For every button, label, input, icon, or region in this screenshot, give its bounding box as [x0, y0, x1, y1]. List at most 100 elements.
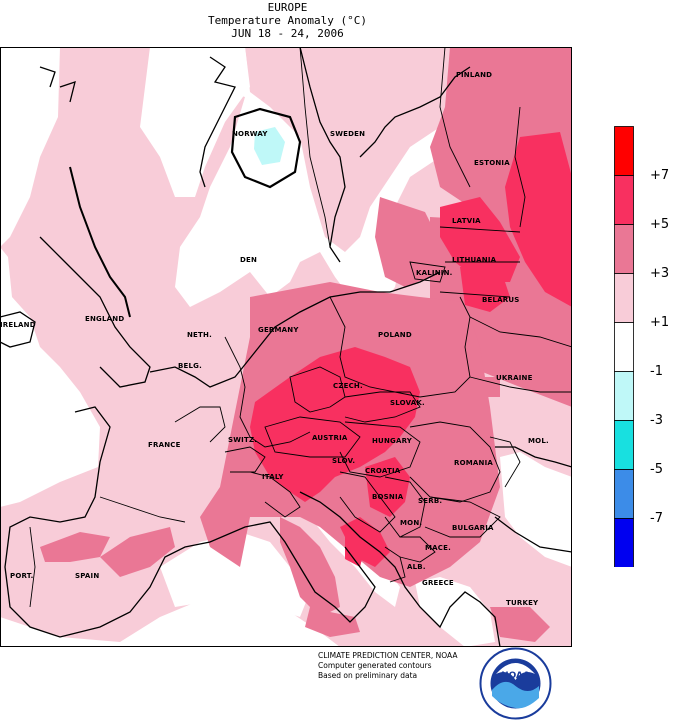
label-norway: NORWAY	[232, 130, 268, 138]
credits-line-2: Computer generated contours	[318, 661, 432, 670]
legend-tick-label: +5	[650, 217, 670, 232]
border-belgium	[174, 406, 226, 443]
label-netherlands: NETH.	[187, 331, 212, 339]
legend-bin-2	[614, 224, 634, 274]
label-romania: ROMANIA	[454, 459, 493, 467]
label-ukraine: UKRAINE	[496, 374, 533, 382]
border-macedonia	[399, 536, 436, 563]
label-turkey: TURKEY	[506, 599, 539, 607]
tyrrhenian-sea	[160, 532, 310, 617]
coastline-north-continent	[149, 271, 441, 388]
atlantic-sea	[0, 47, 60, 247]
label-hungary: HUNGARY	[372, 437, 413, 445]
border-switzerland	[224, 446, 266, 473]
aegean-sea	[415, 577, 495, 647]
legend-tick-label: +1	[650, 315, 670, 330]
label-slovenia: SLOV.	[332, 457, 355, 465]
coastlines	[0, 47, 572, 647]
legend-tick-label: +7	[650, 168, 670, 183]
credits-block: CLIMATE PREDICTION CENTER, NOAA Computer…	[318, 651, 457, 681]
italy-south-hot-spot	[345, 532, 365, 567]
lithuania-hot-zone	[460, 267, 510, 312]
legend-bin-7	[614, 469, 634, 519]
credits-line-3: Based on preliminary data	[318, 671, 418, 680]
border-sweden-finland	[439, 47, 471, 188]
label-sweden: SWEDEN	[330, 130, 365, 138]
border-norway-sweden	[299, 47, 331, 248]
border-baltics	[439, 226, 521, 298]
label-denmark: DEN	[240, 256, 257, 264]
legend-bin-3	[614, 273, 634, 323]
noaa-logo-bird	[496, 663, 535, 680]
estonia-latvia-hot-zone	[440, 197, 520, 282]
label-montenegro: MON.	[400, 519, 422, 527]
turkey-warm-zone	[490, 607, 550, 642]
coastline-britain	[39, 236, 151, 388]
label-belgium: BELG.	[178, 362, 202, 370]
label-lithuania: LITHUANIA	[452, 256, 497, 264]
label-albania: ALB.	[407, 563, 426, 571]
label-spain: SPAIN	[75, 572, 99, 580]
label-ireland: IRELAND	[0, 321, 36, 329]
norway-cool-spot	[254, 127, 285, 165]
legend-tick-label: -1	[650, 364, 663, 379]
legend-bin-0	[614, 126, 634, 176]
border-bulgaria	[424, 496, 501, 538]
label-kaliningrad: KALININ.	[416, 269, 453, 277]
coastline-bothnia	[359, 66, 471, 158]
border-moldova	[489, 436, 521, 488]
map-frame	[0, 47, 572, 647]
border-czech	[289, 366, 346, 413]
label-austria: AUSTRIA	[312, 434, 348, 442]
spain-north-warm-zone	[40, 532, 110, 562]
border-hungary	[339, 421, 421, 478]
spain-east-warm-zone	[100, 527, 175, 577]
border-germany-west	[224, 336, 311, 448]
legend-bins	[614, 126, 634, 567]
label-italy: ITALY	[262, 473, 284, 481]
border-finland-russia	[514, 106, 526, 228]
bay-of-biscay-sea	[0, 247, 100, 507]
label-bulgaria: BULGARIA	[452, 524, 494, 532]
legend-color-bar	[614, 126, 634, 567]
black-sea	[500, 452, 572, 567]
border-italy-north	[249, 471, 301, 518]
legend-tick-label: +3	[650, 266, 670, 281]
label-macedonia: MACE.	[425, 544, 451, 552]
label-england: ENGLAND	[85, 315, 124, 323]
label-estonia: ESTONIA	[474, 159, 510, 167]
coastline-ireland	[0, 311, 36, 348]
mediterranean-south-sea	[0, 587, 340, 647]
coastline-norway-west	[199, 56, 236, 188]
legend-bin-4	[614, 322, 634, 372]
coastline-black-sea-north	[495, 446, 572, 468]
legend-tick-label: -7	[650, 511, 663, 526]
label-bosnia: BOSNIA	[372, 493, 404, 501]
label-switzerland: SWITZ.	[228, 436, 257, 444]
map-region-title: EUROPE	[267, 1, 308, 14]
map-period-title: JUN 18 - 24, 2006	[231, 27, 344, 40]
country-labels: FINLAND NORWAY SWEDEN ESTONIA LATVIA LIT…	[0, 71, 549, 607]
coastline-balkans	[299, 491, 501, 647]
alpine-czech-hot-zone	[250, 347, 420, 502]
noaa-logo-text: NOAA	[501, 671, 530, 681]
sweden-east-warm-zone	[375, 197, 440, 287]
label-moldova: MOL.	[528, 437, 549, 445]
legend-tick-label: -3	[650, 413, 663, 428]
hungary-south-hot-zone	[365, 457, 410, 517]
border-kaliningrad	[409, 261, 446, 283]
label-croatia: CROATIA	[365, 467, 401, 475]
label-portugal: PORT.	[10, 572, 34, 580]
coastline-north-atlantic	[39, 66, 76, 103]
border-croatia-bosnia	[339, 471, 396, 533]
border-portugal-spain	[29, 526, 36, 608]
noaa-logo-wave	[492, 681, 539, 709]
label-finland: FINLAND	[456, 71, 492, 79]
anomaly-map: FINLAND NORWAY SWEDEN ESTONIA LATVIA LIT…	[0, 47, 572, 647]
label-germany: GERMANY	[258, 326, 299, 334]
legend-tick-label: -5	[650, 462, 663, 477]
legend-bin-1	[614, 175, 634, 225]
country-borders	[29, 47, 572, 608]
border-albania	[384, 546, 406, 583]
label-serbia: SERB.	[418, 497, 442, 505]
